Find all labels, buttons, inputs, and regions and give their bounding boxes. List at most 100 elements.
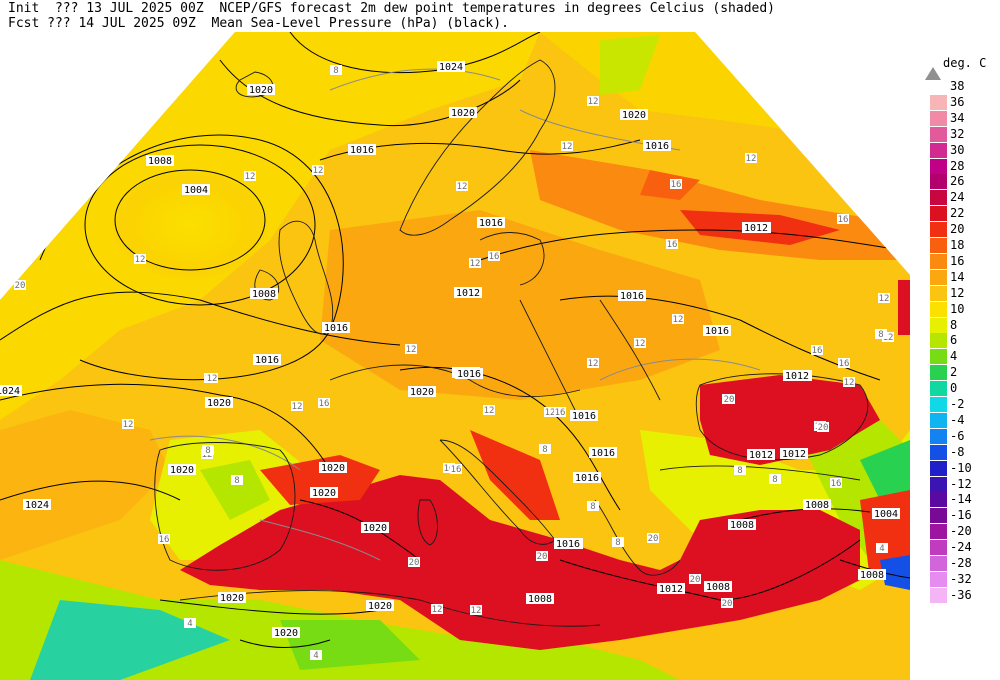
pressure-label: 1016 [324, 323, 348, 334]
legend-swatch [930, 476, 947, 492]
dewpoint-label: 20 [409, 558, 420, 568]
pressure-label-bg [310, 487, 338, 498]
pressure-label: 1020 [249, 85, 273, 96]
coast-baltic [479, 232, 545, 286]
dewpoint-label: 16 [812, 346, 823, 356]
legend-label: 4 [950, 349, 958, 364]
pressure-label: 1004 [184, 185, 208, 196]
dewpoint-label-bg [882, 332, 894, 342]
pressure-label-bg [526, 593, 554, 604]
legend-entry: -2 [930, 397, 1000, 413]
legend-swatch [930, 349, 947, 365]
legend-label: 38 [950, 79, 965, 93]
border-east-2 [519, 299, 581, 421]
coast-scandinavia [399, 59, 556, 236]
legend-entry: 10 [930, 301, 1000, 318]
dewpoint-label: 8 [333, 66, 338, 76]
legend-entry: 20 [930, 222, 1000, 238]
dewpoint-label-bg [244, 171, 256, 181]
isobar-1008-a [739, 508, 871, 521]
dewpoint-label-bg [769, 474, 781, 484]
pressure-label: 1016 [705, 326, 729, 337]
dewpoint-label-bg [231, 475, 243, 485]
legend-label: -14 [950, 492, 972, 507]
field-low-core [110, 170, 270, 280]
header-init-line: Init ??? 13 JUL 2025 00Z NCEP/GFS foreca… [8, 1, 776, 16]
legend-label: 30 [950, 142, 965, 157]
legend-swatch [930, 206, 947, 222]
dewpoint-label-bg [666, 239, 678, 249]
pressure-label: 1012 [785, 371, 809, 382]
dewpoint-label: 12 [470, 259, 481, 269]
dewpoint-label: 12 [588, 359, 599, 369]
dewpoint-label-bg [721, 598, 733, 608]
legend-entry: -24 [930, 540, 1000, 556]
legend-label: -12 [950, 476, 972, 491]
pressure-label: 1012 [749, 450, 773, 461]
pressure-label-bg [643, 140, 671, 151]
dewpoint-label-bg [587, 501, 599, 511]
legend-label: 16 [950, 253, 965, 268]
legend-label: 0 [950, 381, 958, 396]
legend-swatch [930, 587, 947, 603]
isobar-1020-a [0, 383, 331, 471]
legend-label: 10 [950, 301, 965, 316]
pressure-label: 1016 [620, 291, 644, 302]
dewpoint-label: 12 [746, 154, 757, 164]
dewpoint-label: 12 [432, 605, 443, 615]
pressure-label-bg [573, 472, 601, 483]
pressure-label-bg [742, 222, 770, 233]
legend-swatch [930, 238, 947, 253]
pressure-label-bg [728, 519, 756, 530]
legend-label: 14 [950, 269, 965, 284]
dewpoint-label-bg [811, 345, 823, 355]
dewpoint-label-bg [634, 338, 646, 348]
legend-label: -28 [950, 556, 972, 570]
legend-swatch [930, 94, 947, 110]
legend-swatch [930, 412, 947, 428]
dewpoint-label: 4 [313, 651, 318, 661]
pressure-label: 1016 [591, 448, 615, 459]
legend-entry: 22 [930, 206, 1000, 222]
legend-swatch [930, 556, 947, 571]
pressure-label: 1020 [207, 398, 231, 409]
dewpoint-label-bg [875, 329, 887, 339]
coast-iceland [235, 71, 273, 98]
legend-entry: 8 [930, 317, 1000, 334]
dewpoint-label-bg [443, 463, 455, 473]
legend-label: 8 [950, 317, 958, 332]
legend-entry: -36 [930, 587, 1000, 604]
dewpoint-label: 16 [839, 359, 850, 369]
field-caspian-edge [898, 280, 910, 335]
pressure-label-bg [803, 499, 831, 510]
legend-label: 32 [950, 126, 965, 141]
pressure-label-bg [589, 447, 617, 458]
legend-label: 22 [950, 206, 965, 221]
dewpoint-label: 12 [673, 315, 684, 325]
legend-label: 36 [950, 94, 965, 109]
legend-label: 20 [950, 222, 965, 237]
pressure-label: 1016 [255, 355, 279, 366]
pressure-label: 1008 [252, 289, 276, 300]
legend-entry: 0 [930, 381, 1000, 397]
pressure-label: 1016 [645, 141, 669, 152]
legend-swatch [930, 428, 947, 444]
pressure-label: 1016 [575, 473, 599, 484]
coast-north-africa [179, 590, 601, 627]
legend-swatch [930, 460, 947, 476]
legend-entry: 16 [930, 253, 1000, 270]
legend-entry: -32 [930, 571, 1000, 588]
dewpoint-label-bg [587, 358, 599, 368]
legend-entry: 38 [930, 79, 1000, 95]
dewpoint-label-bg [450, 464, 462, 474]
coast-ireland [254, 269, 280, 301]
legend-label: -36 [950, 587, 972, 602]
coast-iberia [154, 442, 296, 571]
map-header: Init ??? 13 JUL 2025 00Z NCEP/GFS foreca… [0, 0, 920, 34]
dewpoint-label: 20 [648, 534, 659, 544]
pressure-label-bg [247, 84, 275, 95]
pressure-label-bg [205, 397, 233, 408]
weather-map: 1024 1020 1020 1020 1016 1016 1008 1004 1016 1008… [0, 32, 910, 680]
pressure-label-bg [858, 569, 886, 580]
